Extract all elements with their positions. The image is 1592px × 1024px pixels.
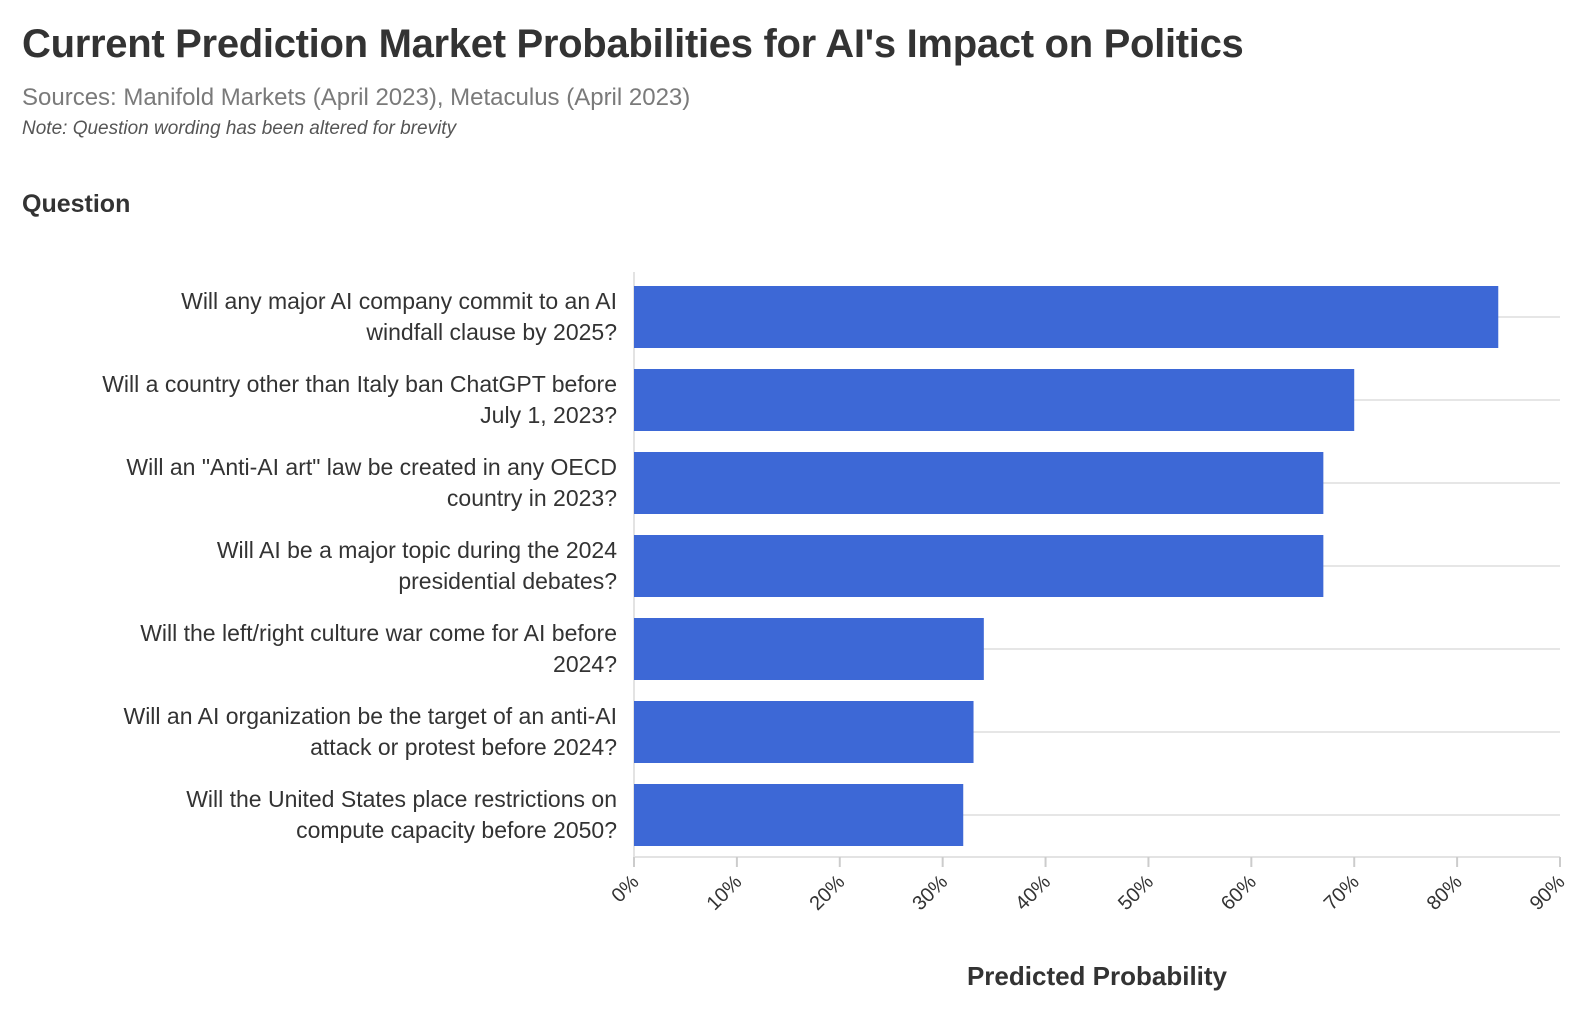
category-label-line: Will the United States place restriction… bbox=[186, 786, 617, 812]
category-label-line: country in 2023? bbox=[447, 485, 617, 511]
x-axis-title: Predicted Probability bbox=[967, 961, 1228, 991]
category-label-line: compute capacity before 2050? bbox=[296, 817, 617, 843]
category-label-line: attack or protest before 2024? bbox=[310, 734, 617, 760]
bar bbox=[634, 286, 1499, 348]
category-label: Will AI be a major topic during the 2024… bbox=[217, 537, 617, 594]
category-label-line: Will a country other than Italy ban Chat… bbox=[102, 371, 617, 397]
x-tick-label: 50% bbox=[1114, 871, 1158, 915]
category-label-line: presidential debates? bbox=[398, 568, 617, 594]
category-label: Will the left/right culture war come for… bbox=[140, 620, 617, 677]
bars bbox=[634, 286, 1499, 846]
category-label-line: Will AI be a major topic during the 2024 bbox=[217, 537, 617, 563]
x-tick-label: 20% bbox=[805, 871, 849, 915]
category-label: Will the United States place restriction… bbox=[186, 786, 617, 843]
bar bbox=[634, 369, 1355, 431]
bar bbox=[634, 452, 1324, 514]
category-label: Will an "Anti-AI art" law be created in … bbox=[126, 454, 617, 511]
category-label: Will a country other than Italy ban Chat… bbox=[102, 371, 617, 428]
x-tick-label: 60% bbox=[1217, 871, 1261, 915]
x-tick-label: 0% bbox=[608, 871, 644, 907]
category-label-line: Will an AI organization be the target of… bbox=[123, 703, 617, 729]
x-axis: 0% 10% 20% 30% 40% 50% 60% 70% 80% 90% bbox=[608, 856, 1570, 915]
bar bbox=[634, 701, 974, 763]
x-tick-label: 80% bbox=[1423, 871, 1467, 915]
bar bbox=[634, 784, 964, 846]
category-label-line: July 1, 2023? bbox=[480, 402, 617, 428]
y-axis-title: Question bbox=[22, 190, 131, 218]
chart-note: Note: Question wording has been altered … bbox=[22, 118, 457, 139]
x-tick-label: 30% bbox=[908, 871, 952, 915]
chart-title: Current Prediction Market Probabilities … bbox=[22, 22, 1244, 66]
x-tick-label: 90% bbox=[1526, 871, 1570, 915]
category-label-line: Will the left/right culture war come for… bbox=[140, 620, 617, 646]
category-label: Will an AI organization be the target of… bbox=[123, 703, 617, 760]
bar bbox=[634, 535, 1324, 597]
bar bbox=[634, 618, 984, 680]
x-tick-label: 10% bbox=[703, 871, 747, 915]
category-label: Will any major AI company commit to an A… bbox=[181, 288, 617, 345]
category-label-line: Will an "Anti-AI art" law be created in … bbox=[126, 454, 617, 480]
category-label-line: 2024? bbox=[553, 651, 617, 677]
chart-subtitle: Sources: Manifold Markets (April 2023), … bbox=[22, 84, 691, 111]
category-label-line: windfall clause by 2025? bbox=[365, 319, 617, 345]
category-label-line: Will any major AI company commit to an A… bbox=[181, 288, 617, 314]
x-tick-label: 70% bbox=[1320, 871, 1364, 915]
category-labels: Will any major AI company commit to an A… bbox=[102, 288, 617, 843]
x-tick-label: 40% bbox=[1011, 871, 1055, 915]
